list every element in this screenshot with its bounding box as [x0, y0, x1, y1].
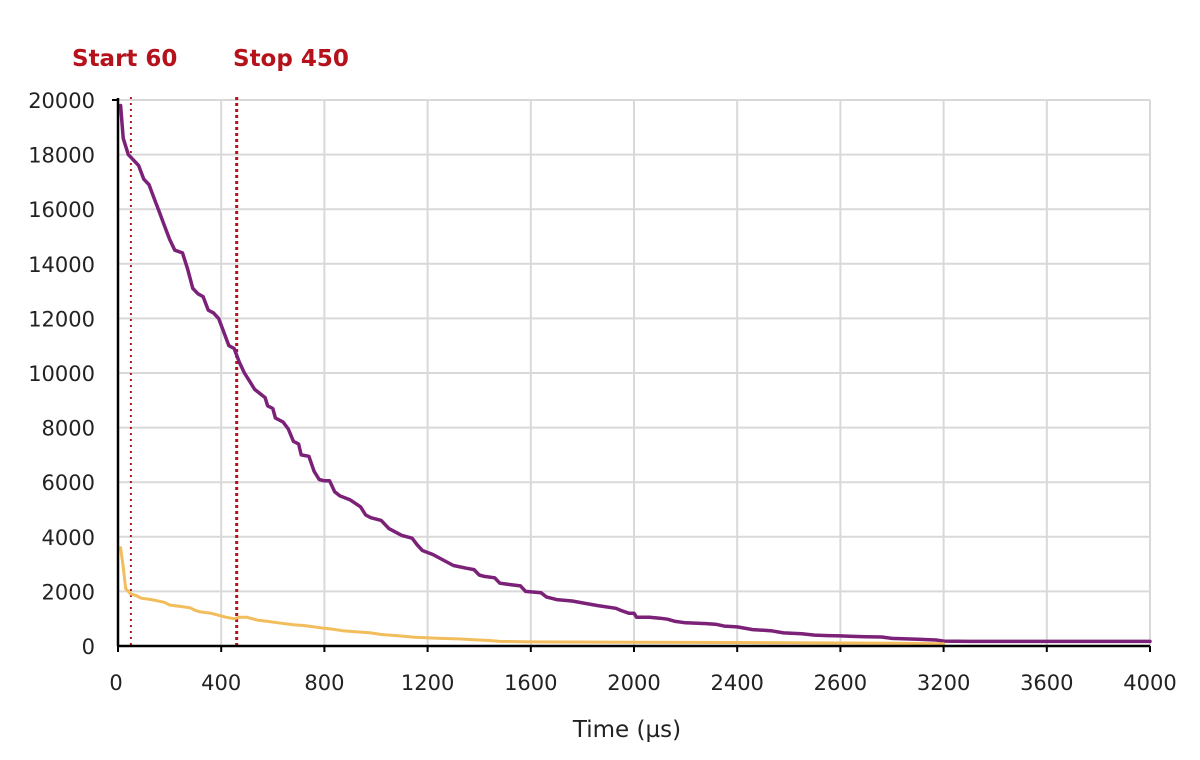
- y-tick-label: 18000: [28, 144, 95, 168]
- x-tick-label: 3200: [917, 671, 970, 695]
- x-tick-label: 4000: [1123, 671, 1176, 695]
- y-tick-label: 14000: [28, 253, 95, 277]
- y-tick-label: 12000: [28, 307, 95, 331]
- x-axis-title: Time (µs): [572, 717, 681, 743]
- x-tick-label: 800: [304, 671, 344, 695]
- x-tick-label: 3600: [1020, 671, 1073, 695]
- x-tick-labels: 0 400 800 1200 1600 2000 2400 2600 3200 3600 4000: [109, 671, 1176, 695]
- marker-label: Stop 450: [233, 46, 349, 72]
- grid-lines: [118, 99, 1151, 646]
- y-tick-label: 6000: [42, 471, 95, 495]
- y-tick-label: 8000: [42, 417, 95, 441]
- y-tick-label: 20000: [28, 89, 95, 113]
- x-tick-label: 2600: [814, 671, 867, 695]
- x-tick-label: 2000: [607, 671, 660, 695]
- x-tick-label: 1600: [504, 671, 557, 695]
- series-line-1: [118, 103, 1152, 644]
- series-lines: [118, 103, 1152, 646]
- y-tick-label: 2000: [42, 580, 95, 604]
- y-tick-labels: 0 2000 4000 6000 8000 10000 12000 14000 16000 180…: [28, 89, 95, 659]
- series-line-2: [119, 546, 946, 646]
- x-tick-label: 1200: [401, 671, 454, 695]
- axes: [112, 98, 1151, 652]
- y-tick-label: 4000: [42, 526, 95, 550]
- y-tick-label: 16000: [28, 198, 95, 222]
- time-markers: Start 60 Stop 450: [72, 46, 349, 646]
- y-tick-label: 10000: [28, 362, 95, 386]
- y-tick-label: 0: [82, 635, 95, 659]
- x-tick-label: 0: [109, 671, 122, 695]
- x-tick-label: 2400: [710, 671, 763, 695]
- x-tick-label: 400: [201, 671, 241, 695]
- marker-label: Start 60: [72, 46, 177, 72]
